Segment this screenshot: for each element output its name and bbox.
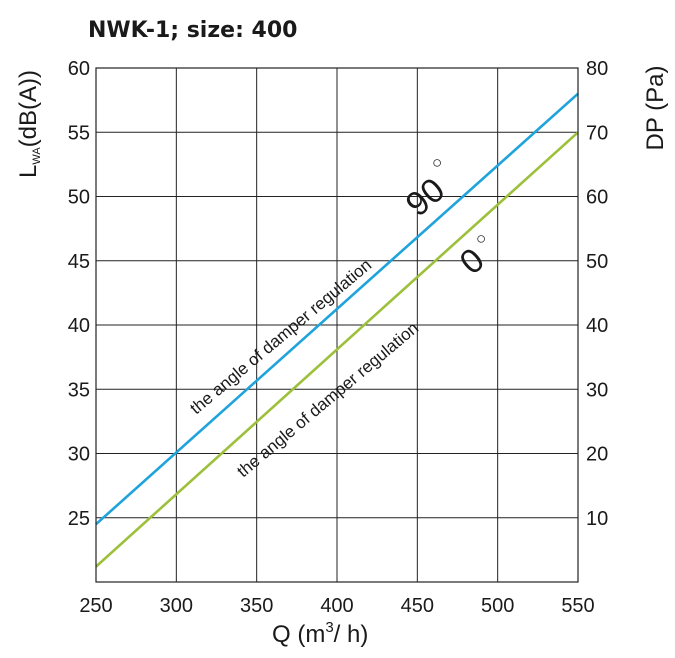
y-right-tick-label: 40 xyxy=(586,315,608,337)
y-left-tick-label: 50 xyxy=(68,187,90,209)
series-90-degree: ○ xyxy=(432,153,442,172)
y-left-tick-label: 35 xyxy=(68,379,90,401)
x-tick-label: 500 xyxy=(481,595,514,617)
y-right-tick-labels: 10 20 30 40 50 60 70 80 xyxy=(586,58,608,530)
series-90-angle: 90 xyxy=(399,171,452,224)
y-left-tick-label: 25 xyxy=(68,508,90,530)
series-0-degree: ○ xyxy=(476,229,486,248)
y-left-tick-label: 45 xyxy=(68,251,90,273)
series-line-90-degree xyxy=(95,92,579,526)
y-right-tick-label: 70 xyxy=(586,122,608,144)
series-lines xyxy=(95,92,579,568)
y-right-tick-label: 50 xyxy=(586,251,608,273)
x-tick-label: 350 xyxy=(240,595,273,617)
y-right-tick-label: 80 xyxy=(586,58,608,80)
y-right-tick-label: 30 xyxy=(586,379,608,401)
x-tick-labels: 250 300 350 400 450 500 550 xyxy=(79,595,594,617)
x-axis-title: Q (m3/ h) xyxy=(272,619,368,648)
x-tick-label: 250 xyxy=(79,595,112,617)
x-tick-label: 550 xyxy=(561,595,594,617)
chart-title: NWK-1; size: 400 xyxy=(88,18,297,43)
y-left-axis-title-main: L xyxy=(15,165,42,178)
y-left-axis-title-rest: (dB(A)) xyxy=(15,70,42,147)
y-left-axis-title: LWA(dB(A)) xyxy=(15,70,43,178)
x-tick-label: 400 xyxy=(320,595,353,617)
y-left-tick-labels: 25 30 35 40 45 50 55 60 xyxy=(68,58,90,530)
x-tick-label: 300 xyxy=(160,595,193,617)
y-left-tick-label: 55 xyxy=(68,122,90,144)
y-left-axis-title-sub: WA xyxy=(31,147,43,165)
x-axis-title-rest: / h) xyxy=(334,621,369,648)
series-line-0-degree xyxy=(95,131,579,568)
y-right-tick-label: 10 xyxy=(586,508,608,530)
x-axis-title-main: Q (m xyxy=(272,621,325,648)
x-axis-title-sup: 3 xyxy=(325,619,333,636)
y-left-tick-label: 60 xyxy=(68,58,90,80)
plot-frame xyxy=(95,67,579,583)
grid xyxy=(96,68,578,582)
y-left-tick-label: 40 xyxy=(68,315,90,337)
y-right-tick-label: 60 xyxy=(586,187,608,209)
y-right-axis-title: DP (Pa) xyxy=(642,66,669,151)
y-left-tick-label: 30 xyxy=(68,444,90,466)
y-right-tick-label: 20 xyxy=(586,444,608,466)
x-tick-label: 450 xyxy=(401,595,434,617)
